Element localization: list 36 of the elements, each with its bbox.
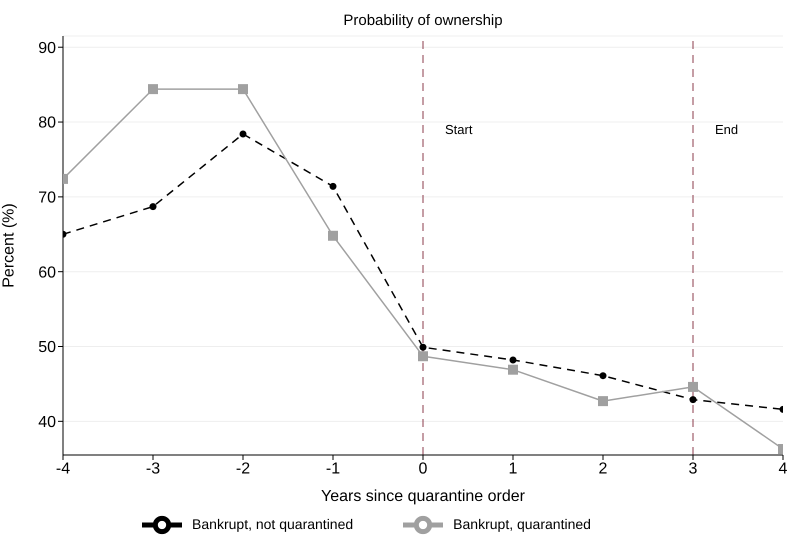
chart-title: Probability of ownership xyxy=(342,12,504,29)
x-tick-label: -3 xyxy=(146,460,160,478)
ref-line-label: End xyxy=(715,122,738,137)
point xyxy=(510,356,516,364)
y-tick-label: 50 xyxy=(38,339,56,356)
x-tick-label: 0 xyxy=(418,460,428,478)
x-tick-label: 1 xyxy=(508,460,518,478)
point xyxy=(238,84,248,94)
point xyxy=(420,344,426,351)
point xyxy=(690,396,696,404)
x-tick-label: -4 xyxy=(56,460,70,478)
ref-line-label: Start xyxy=(445,122,473,137)
point xyxy=(598,396,608,406)
x-tick-label: 2 xyxy=(598,460,608,478)
point xyxy=(418,351,428,362)
x-tick-label: 3 xyxy=(688,460,698,478)
y-tick-label: 40 xyxy=(38,414,56,432)
x-axis-title: Years since quarantine order xyxy=(321,488,526,505)
point xyxy=(150,203,156,210)
y-tick-label: 90 xyxy=(38,40,56,57)
point xyxy=(240,130,246,138)
point xyxy=(328,230,338,241)
x-tick-label: -2 xyxy=(236,460,250,478)
point xyxy=(600,372,606,380)
y-tick-label: 70 xyxy=(38,190,56,207)
y-axis-title: Percent (%) xyxy=(0,203,18,288)
point xyxy=(148,84,158,94)
legend-label: Bankrupt, not quarantined xyxy=(192,516,354,532)
point xyxy=(330,182,336,190)
x-tick-label: 4 xyxy=(778,460,787,478)
x-tick-label: -1 xyxy=(326,460,340,478)
point xyxy=(508,364,518,375)
legend-label: Bankrupt, quarantined xyxy=(453,516,591,532)
point xyxy=(688,382,698,392)
y-tick-label: 60 xyxy=(38,264,56,282)
y-tick-label: 80 xyxy=(38,114,56,132)
